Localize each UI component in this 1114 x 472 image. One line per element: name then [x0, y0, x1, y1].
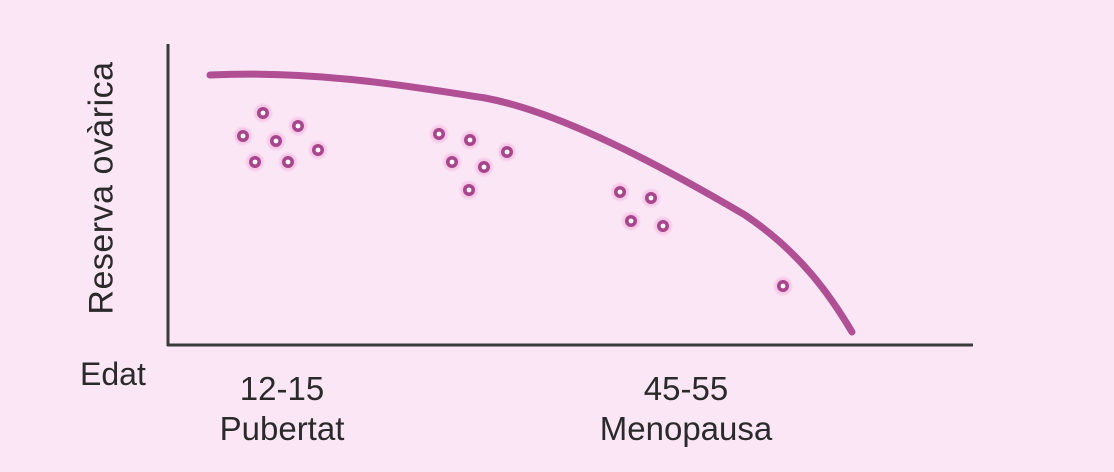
- follicle-icon: [497, 142, 517, 162]
- age-group-menopause: 45-55 Menopausa: [600, 369, 772, 449]
- ovarian-reserve-curve: [206, 70, 856, 336]
- follicle-group-4: [773, 276, 793, 296]
- stage-label: Menopausa: [599, 410, 773, 447]
- follicle-icon: [308, 140, 328, 160]
- age-range-label: 12-15: [239, 370, 325, 407]
- follicle-icon: [278, 152, 298, 172]
- follicle-icon: [233, 126, 253, 146]
- follicle-icon: [459, 180, 479, 200]
- x-axis-label: Edat: [80, 356, 146, 392]
- follicle-icon: [266, 131, 286, 151]
- age-range-label: 45-55: [643, 370, 729, 407]
- follicle-group-2: [429, 124, 517, 200]
- follicle-icon: [245, 152, 265, 172]
- follicle-icon: [253, 103, 273, 123]
- follicle-icon: [442, 152, 462, 172]
- follicle-icon: [653, 216, 673, 236]
- age-group-puberty: 12-15 Pubertat: [220, 369, 345, 449]
- stage-label: Pubertat: [219, 410, 345, 447]
- follicle-icon: [288, 116, 308, 136]
- follicle-icon: [429, 124, 449, 144]
- follicle-group-3: [610, 182, 673, 236]
- follicle-icon: [610, 182, 630, 202]
- follicle-icon: [773, 276, 793, 296]
- follicle-icon: [460, 130, 480, 150]
- follicle-icon: [621, 211, 641, 231]
- follicle-icon: [474, 157, 494, 177]
- follicle-icon: [641, 188, 661, 208]
- y-axis-label: Reserva ovàrica: [82, 61, 121, 315]
- follicle-group-1: [233, 103, 328, 172]
